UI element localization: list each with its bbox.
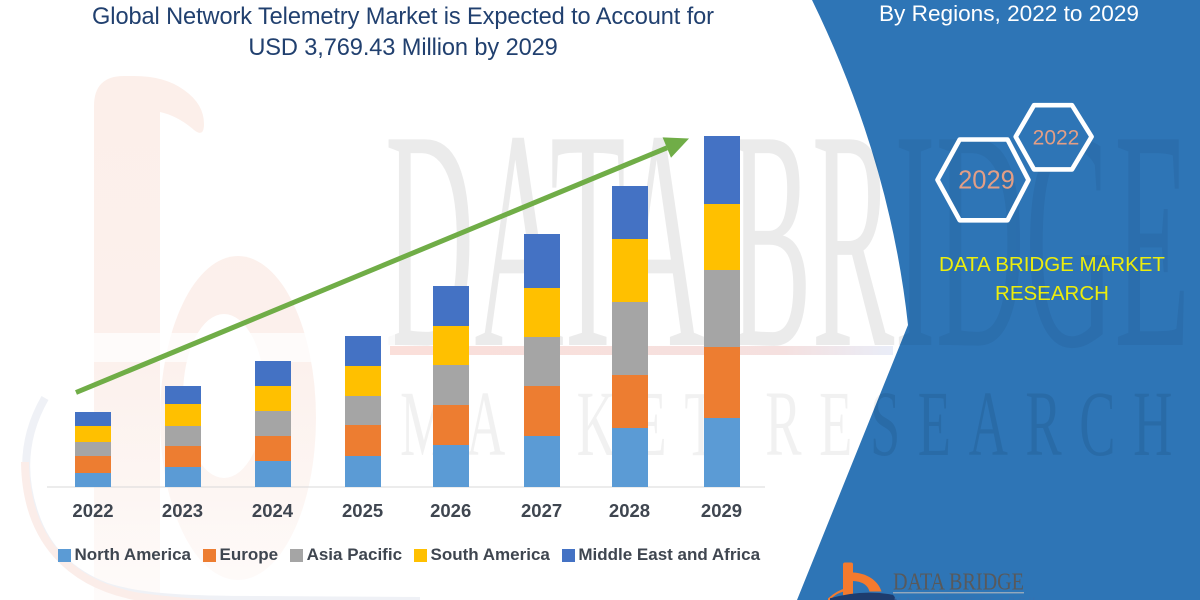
svg-text:2022: 2022 <box>1033 127 1080 150</box>
svg-text:2029: 2029 <box>958 167 1015 195</box>
svg-text:DATA BRIDGE: DATA BRIDGE <box>893 570 1024 596</box>
svg-text:MARKET RESEARCH: MARKET RESEARCH <box>894 596 1039 600</box>
